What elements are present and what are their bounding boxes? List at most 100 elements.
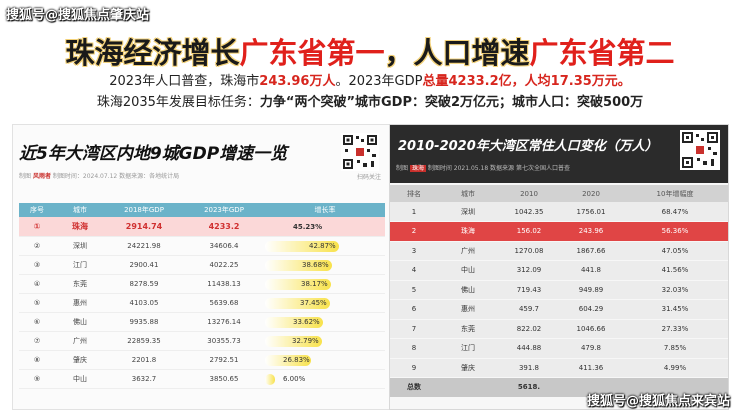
headline-part-4: 广东省第二 <box>529 36 675 70</box>
pop-header-2010: 2010 <box>498 185 560 202</box>
gdp-cell-2018: 4103.05 <box>105 293 183 313</box>
pop-cell-2020: 479.8 <box>560 338 622 359</box>
pop-header-city: 城市 <box>438 185 498 202</box>
pop-cell-rank: 7 <box>390 319 438 339</box>
pop-cell-2010: 1270.08 <box>498 241 560 261</box>
growth-rate-text: 32.79% <box>292 336 319 345</box>
gdp-cell-2018: 8278.59 <box>105 274 183 294</box>
growth-rate-bar <box>265 240 339 252</box>
growth-rate-text: 26.83% <box>283 355 310 364</box>
gdp-meta-brand: 风雨者 <box>32 173 51 180</box>
growth-rate-text: 38.68% <box>302 260 329 269</box>
pop-meta-rest: 制图时间 2021.05.18 数据来源 第七次全国人口普查 <box>427 165 570 172</box>
growth-rate-text: 38.17% <box>301 279 328 288</box>
gdp-panel-meta: 制图 风雨者 制图时间：2024.07.12 数据来源：各地统计局 <box>19 171 179 180</box>
gdp-cell-no: ⑦ <box>19 331 55 351</box>
gdp-cell-no: ② <box>19 236 55 256</box>
pop-cell-2020: 243.96 <box>560 221 622 242</box>
gdp-cell-2023: 4233.2 <box>183 217 265 237</box>
pop-cell-2020: 441.8 <box>560 260 622 281</box>
gdp-cell-rate: 38.17% <box>265 274 385 294</box>
pop-cell-city: 肇庆 <box>438 358 498 378</box>
gdp-cell-no: ⑧ <box>19 350 55 370</box>
population-table-row: 9 肇庆 391.8 411.36 4.99% <box>390 358 728 378</box>
gdp-cell-city: 广州 <box>55 331 105 351</box>
gdp-table-row: ⑨ 中山 3632.7 3850.65 6.00% <box>19 369 385 389</box>
pop-cell-city: 珠海 <box>438 221 498 242</box>
gdp-cell-city: 中山 <box>55 369 105 389</box>
pop-total-blank <box>622 377 728 398</box>
gdp-cell-no: ⑨ <box>19 369 55 389</box>
pop-cell-2020: 1046.66 <box>560 319 622 339</box>
pop-cell-2010: 312.09 <box>498 260 560 281</box>
gdp-table-row: ① 珠海 2914.74 4233.2 45.23% <box>19 217 385 237</box>
gdp-cell-2023: 30355.73 <box>183 331 265 351</box>
gdp-meta-rest: 制图时间：2024.07.12 数据来源：各地统计局 <box>52 173 180 180</box>
growth-rate-bar <box>265 297 330 309</box>
gdp-cell-city: 江门 <box>55 255 105 275</box>
pop-header-rank: 排名 <box>390 185 438 202</box>
gdp-panel-title: 近5年大湾区内地9城GDP增速一览 <box>19 144 288 164</box>
headline-part-2: 广东省第一 <box>239 36 385 70</box>
headline-part-3: ，人口增速 <box>384 36 530 70</box>
gdp-cell-rate: 45.23% <box>265 217 385 237</box>
pop-cell-city: 佛山 <box>438 280 498 300</box>
pop-cell-growth: 31.45% <box>622 299 728 320</box>
gdp-cell-rate: 26.83% <box>265 350 385 370</box>
pop-cell-growth: 4.99% <box>622 358 728 378</box>
population-table-row: 6 惠州 459.7 604.29 31.45% <box>390 299 728 320</box>
gdp-cell-no: ⑤ <box>19 293 55 313</box>
pop-cell-2010: 822.02 <box>498 319 560 339</box>
gdp-table-row: ③ 江门 2900.41 4022.25 38.68% <box>19 255 385 275</box>
pop-cell-2020: 604.29 <box>560 299 622 320</box>
gdp-cell-city: 东莞 <box>55 274 105 294</box>
pop-cell-rank: 5 <box>390 280 438 300</box>
growth-rate-bar <box>265 316 323 328</box>
pop-cell-2010: 719.43 <box>498 280 560 300</box>
population-table-row: 5 佛山 719.43 949.89 32.03% <box>390 280 728 300</box>
gdp-qr-caption: 扫码关注 <box>356 174 381 181</box>
gdp-table-row: ⑤ 惠州 4103.05 5639.68 37.45% <box>19 293 385 313</box>
pop-total-label: 总数 <box>390 377 438 398</box>
pop-cell-rank: 1 <box>390 202 438 222</box>
goal-line: 珠海2035年发展目标任务：力争“两个突破”城市GDP：突破2万亿元；城市人口：… <box>0 91 740 110</box>
headline-part-1: 珠海经济增长 <box>65 36 240 70</box>
pop-cell-2020: 411.36 <box>560 358 622 378</box>
qr-code-icon <box>341 133 379 171</box>
pop-total-blank <box>560 377 622 398</box>
growth-rate-text: 33.62% <box>293 317 320 326</box>
gdp-cell-2023: 3850.65 <box>183 369 265 389</box>
pop-cell-city: 东莞 <box>438 319 498 339</box>
growth-rate-text: 6.00% <box>283 374 306 383</box>
watermark-bottom: 搜狐号@搜狐焦点来宾站 <box>586 394 730 409</box>
pop-cell-2020: 1867.66 <box>560 241 622 261</box>
line1-e: ， <box>511 74 525 89</box>
population-panel-meta: 制图 珠海 制图时间 2021.05.18 数据来源 第七次全国人口普查 <box>396 163 570 172</box>
gdp-header-rate: 增长率 <box>265 203 385 217</box>
gdp-table-row: ④ 东莞 8278.59 11438.13 38.17% <box>19 274 385 294</box>
population-panel: 2010-2020年大湾区常住人口变化（万人） 制图 珠海 制图时间 2021.… <box>389 124 729 410</box>
population-table-row: 3 广州 1270.08 1867.66 47.05% <box>390 241 728 261</box>
population-total-row: 总数 5618. <box>390 377 728 398</box>
line1-d: 总量4233.2亿 <box>422 74 512 89</box>
gdp-cell-city: 惠州 <box>55 293 105 313</box>
population-table: 排名 城市 2010 2020 10年增幅度 1 深圳 1042.35 1756.01… <box>390 185 728 398</box>
pop-cell-rank: 6 <box>390 299 438 320</box>
line1-c: 。2023年GDP <box>335 74 423 89</box>
pop-cell-2020: 1756.01 <box>560 202 622 222</box>
population-table-row: 7 东莞 822.02 1046.66 27.33% <box>390 319 728 339</box>
pop-cell-city: 惠州 <box>438 299 498 320</box>
gdp-table-row: ② 深圳 24221.98 34606.4 42.87% <box>19 236 385 256</box>
pop-cell-growth: 56.36% <box>622 221 728 242</box>
gdp-cell-2018: 3632.7 <box>105 369 183 389</box>
pop-cell-growth: 27.33% <box>622 319 728 339</box>
pop-header-growth: 10年增幅度 <box>622 185 728 202</box>
population-table-row: 2 珠海 156.02 243.96 56.36% <box>390 221 728 242</box>
gdp-cell-2023: 13276.14 <box>183 312 265 332</box>
pop-cell-2010: 391.8 <box>498 358 560 378</box>
gdp-table-row: ⑦ 广州 22859.35 30355.73 32.79% <box>19 331 385 351</box>
population-table-row: 4 中山 312.09 441.8 41.56% <box>390 260 728 281</box>
pop-cell-growth: 32.03% <box>622 280 728 300</box>
gdp-cell-2018: 2914.74 <box>105 217 183 237</box>
line1-a: 2023年人口普查，珠海市 <box>109 74 260 89</box>
